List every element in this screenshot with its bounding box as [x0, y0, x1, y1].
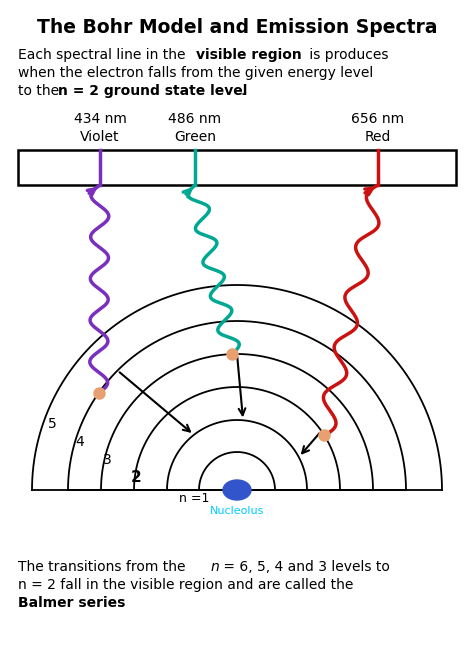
Ellipse shape: [223, 480, 251, 500]
Text: 5: 5: [48, 417, 57, 431]
Text: Nucleolus: Nucleolus: [210, 506, 264, 516]
Text: 3: 3: [103, 453, 112, 467]
Text: Each spectral line in the: Each spectral line in the: [18, 48, 190, 62]
Text: 2: 2: [131, 471, 142, 486]
Text: n =1: n =1: [179, 492, 209, 505]
Text: .: .: [120, 596, 124, 610]
Text: The Bohr Model and Emission Spectra: The Bohr Model and Emission Spectra: [37, 18, 437, 37]
Text: 486 nm: 486 nm: [168, 112, 221, 126]
Text: 434 nm: 434 nm: [73, 112, 127, 126]
Text: Red: Red: [365, 130, 391, 144]
Text: 4: 4: [75, 435, 84, 449]
Text: is produces: is produces: [305, 48, 389, 62]
Text: n = 2 fall in the visible region and are called the: n = 2 fall in the visible region and are…: [18, 578, 354, 592]
Text: to the: to the: [18, 84, 64, 98]
Text: n: n: [211, 560, 220, 574]
Text: Violet: Violet: [80, 130, 120, 144]
Text: = 6, 5, 4 and 3 levels to: = 6, 5, 4 and 3 levels to: [219, 560, 390, 574]
Text: The transitions from the: The transitions from the: [18, 560, 190, 574]
Text: .: .: [241, 84, 246, 98]
Text: when the electron falls from the given energy level: when the electron falls from the given e…: [18, 66, 373, 80]
Text: 656 nm: 656 nm: [351, 112, 405, 126]
Text: visible region: visible region: [196, 48, 302, 62]
Text: n = 2 ground state level: n = 2 ground state level: [58, 84, 247, 98]
Text: Balmer series: Balmer series: [18, 596, 126, 610]
Text: Green: Green: [174, 130, 216, 144]
Bar: [18, 150, 456, 185]
